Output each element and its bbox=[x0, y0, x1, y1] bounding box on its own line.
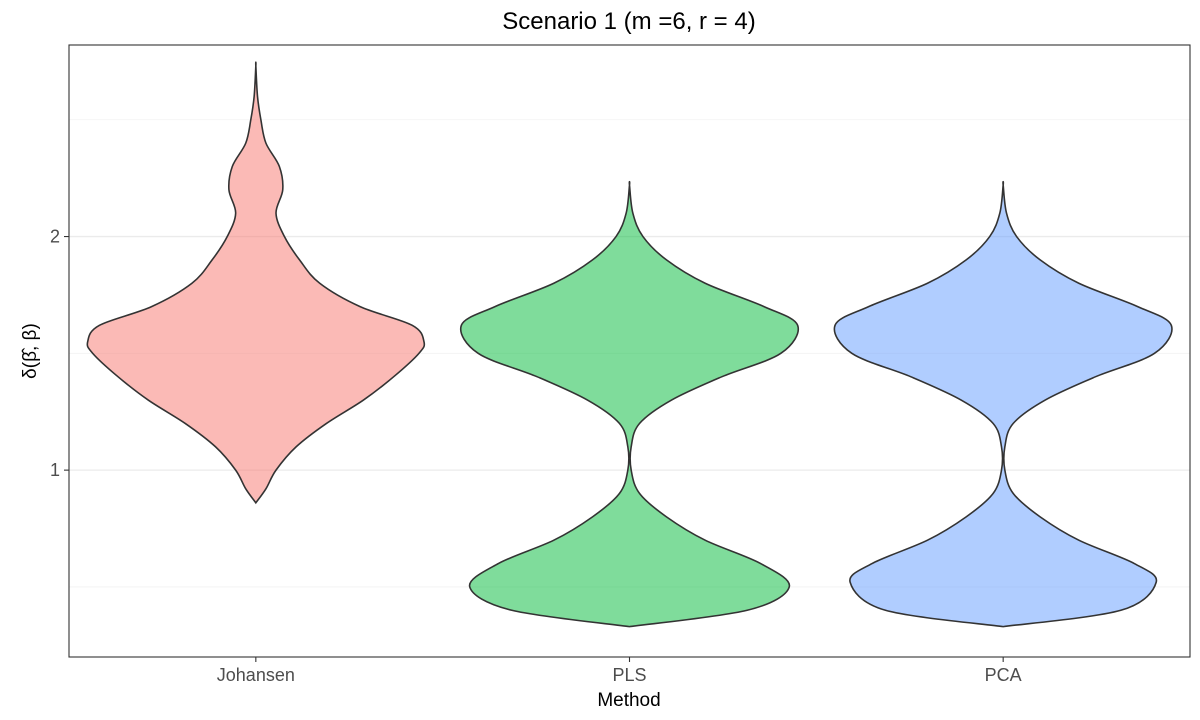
x-tick-label: PLS bbox=[612, 665, 646, 685]
y-axis: 12 bbox=[50, 227, 69, 480]
chart-title: Scenario 1 (m =6, r = 4) bbox=[502, 8, 755, 35]
violin-pca bbox=[833, 180, 1173, 628]
violin-pls bbox=[459, 180, 800, 628]
y-axis-title: δ(β̂, β) bbox=[20, 323, 41, 379]
violins bbox=[86, 61, 1173, 628]
y-tick-label: 1 bbox=[50, 460, 60, 480]
x-tick-label: PCA bbox=[985, 665, 1022, 685]
x-tick-label: Johansen bbox=[217, 665, 295, 685]
x-axis: Johansen PLS PCA bbox=[217, 657, 1022, 685]
violin-johansen bbox=[86, 61, 426, 505]
y-tick-label: 2 bbox=[50, 227, 60, 247]
x-axis-title: Method bbox=[597, 690, 660, 711]
